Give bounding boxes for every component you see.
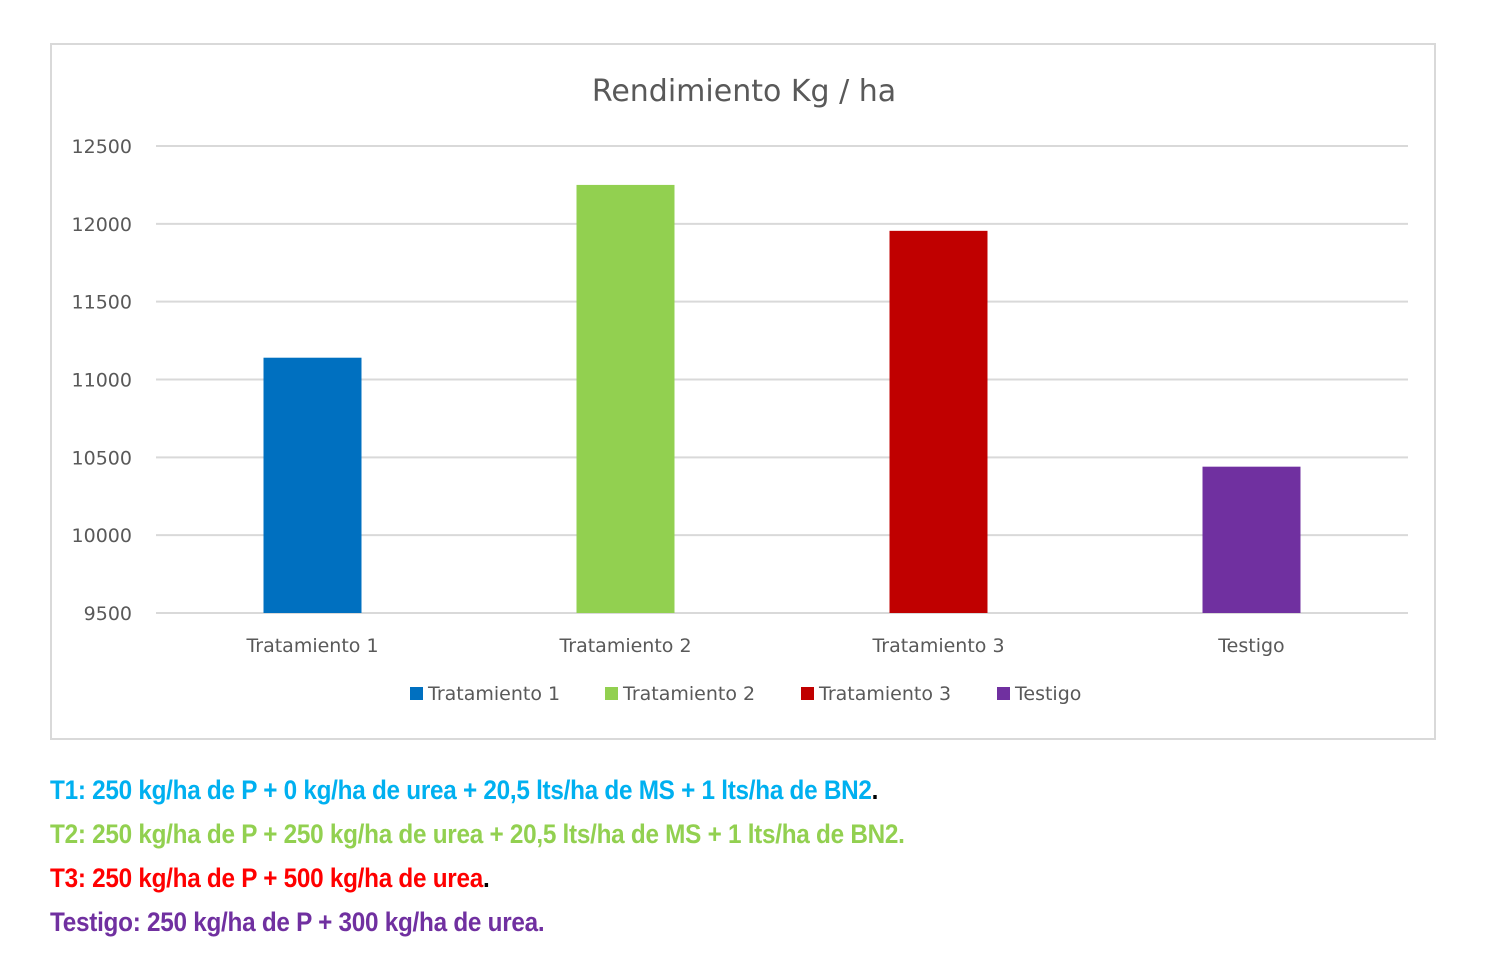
y-tick-label: 12500 bbox=[72, 136, 132, 158]
legend-entry: Tratamiento 1 bbox=[410, 683, 560, 705]
legend-label: Tratamiento 2 bbox=[622, 683, 755, 705]
legend-label: Testigo bbox=[1014, 683, 1081, 705]
y-tick-label: 10000 bbox=[72, 525, 132, 547]
note-t1-period: . bbox=[871, 775, 879, 805]
chart-svg: Rendimiento Kg / ha 9500 10000 10500 11000 1… bbox=[72, 74, 1408, 705]
grid-layer: 9500 10000 10500 11000 11500 12000 12500 bbox=[72, 136, 1408, 625]
note-t2-text: T2: 250 kg/ha de P + 250 kg/ha de urea +… bbox=[50, 819, 905, 849]
legend-swatch bbox=[410, 687, 423, 700]
legend-label: Tratamiento 3 bbox=[818, 683, 951, 705]
chart-frame: Rendimiento Kg / ha 9500 10000 10500 11000 1… bbox=[50, 43, 1436, 740]
x-category-label: Testigo bbox=[1217, 635, 1284, 657]
x-axis-labels: Tratamiento 1 Tratamiento 2 Tratamiento 3 T… bbox=[245, 635, 1284, 657]
legend-entry: Testigo bbox=[997, 683, 1081, 705]
note-t3-text: T3: 250 kg/ha de P + 500 kg/ha de urea bbox=[50, 863, 483, 893]
bar-testigo bbox=[1202, 466, 1301, 613]
note-t1-text: T1: 250 kg/ha de P + 0 kg/ha de urea + 2… bbox=[50, 775, 872, 805]
legend-swatch bbox=[605, 687, 618, 700]
bar-tratamiento-2 bbox=[576, 184, 675, 613]
y-tick-label: 11000 bbox=[72, 370, 132, 392]
legend-swatch bbox=[997, 687, 1010, 700]
y-tick-label: 12000 bbox=[72, 214, 132, 236]
note-t3-period: . bbox=[482, 863, 490, 893]
note-t1: T1: 250 kg/ha de P + 0 kg/ha de urea + 2… bbox=[50, 768, 905, 812]
legend-entry: Tratamiento 3 bbox=[801, 683, 951, 705]
y-tick-label: 10500 bbox=[72, 447, 132, 469]
legend: Tratamiento 1 Tratamiento 2 Tratamiento 3 T… bbox=[410, 683, 1081, 705]
legend-label: Tratamiento 1 bbox=[427, 683, 560, 705]
note-testigo: Testigo: 250 kg/ha de P + 300 kg/ha de u… bbox=[50, 900, 905, 944]
legend-swatch bbox=[801, 687, 814, 700]
bar-tratamiento-1 bbox=[263, 357, 362, 613]
x-category-label: Tratamiento 1 bbox=[245, 635, 378, 657]
bar-tratamiento-3 bbox=[889, 230, 988, 614]
treatment-notes: T1: 250 kg/ha de P + 0 kg/ha de urea + 2… bbox=[50, 768, 1000, 944]
x-category-label: Tratamiento 3 bbox=[871, 635, 1004, 657]
legend-entry: Tratamiento 2 bbox=[605, 683, 755, 705]
y-tick-label: 9500 bbox=[84, 603, 132, 625]
y-tick-label: 11500 bbox=[72, 292, 132, 314]
note-testigo-text: Testigo: 250 kg/ha de P + 300 kg/ha de u… bbox=[50, 907, 545, 937]
bar-layer bbox=[263, 184, 1301, 614]
note-t3: T3: 250 kg/ha de P + 500 kg/ha de urea. bbox=[50, 856, 905, 900]
chart-title: Rendimiento Kg / ha bbox=[592, 74, 896, 109]
note-t2: T2: 250 kg/ha de P + 250 kg/ha de urea +… bbox=[50, 812, 905, 856]
x-category-label: Tratamiento 2 bbox=[558, 635, 691, 657]
